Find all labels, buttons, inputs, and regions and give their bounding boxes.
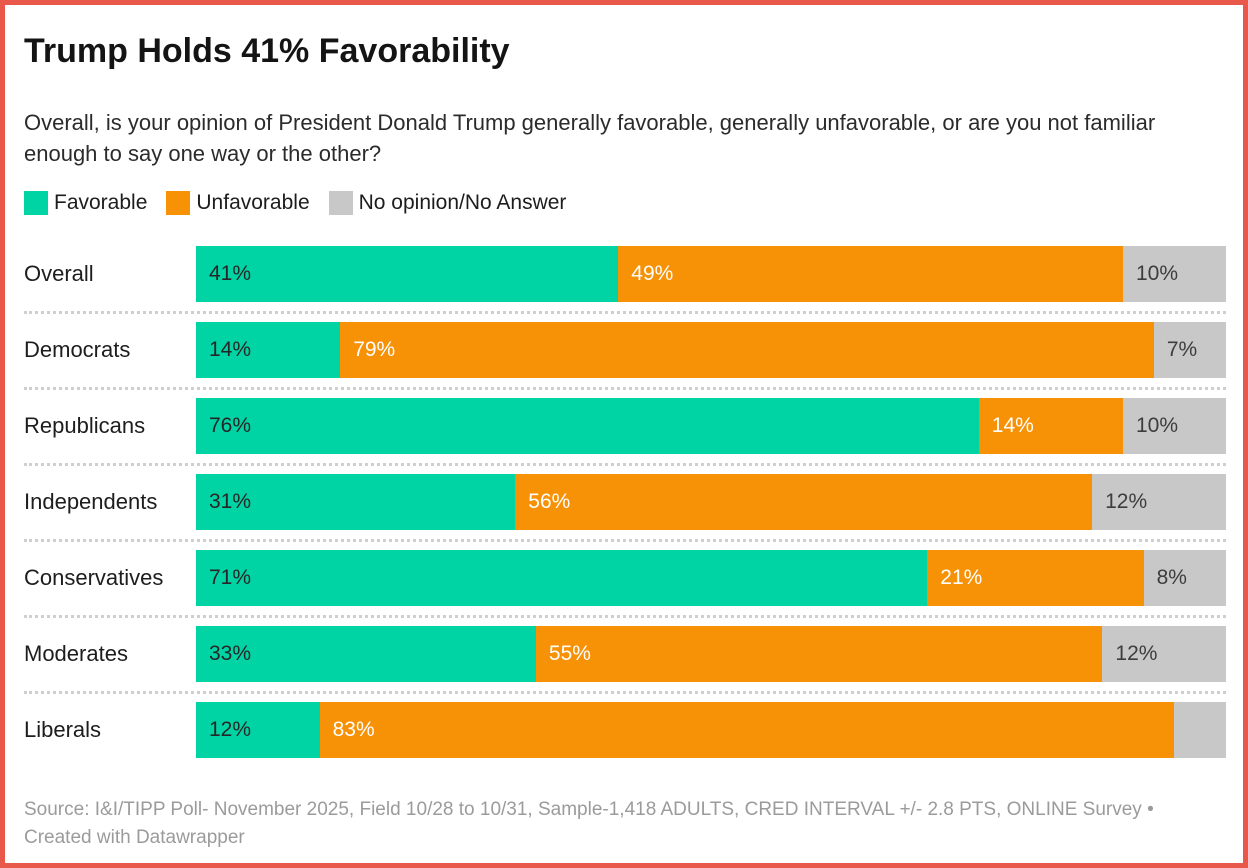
bar-segment-unfavorable[interactable]: 14%: [978, 398, 1123, 454]
legend-item-unfavorable: Unfavorable: [166, 191, 310, 215]
category-label: Republicans: [24, 413, 146, 438]
bar-segment-unfavorable[interactable]: 56%: [515, 474, 1093, 530]
legend-swatch-unfavorable: [166, 191, 191, 215]
row-separator: [24, 387, 1226, 390]
bar-segment-no-opinion-no-answer[interactable]: [1174, 702, 1226, 758]
legend-label: Unfavorable: [196, 191, 310, 214]
bar-value-label: 10%: [1135, 414, 1179, 437]
bar-value-label: 21%: [940, 566, 983, 589]
bar-segment-no-opinion-no-answer[interactable]: 12%: [1102, 626, 1226, 682]
bar-row: Independents 31% 56% 12%: [24, 474, 1226, 530]
bar-track: 33% 55% 12%: [196, 626, 1226, 682]
bar-segment-favorable[interactable]: 31%: [196, 474, 516, 530]
bar-value-label: 56%: [528, 490, 571, 513]
category-label: Conservatives: [24, 565, 164, 590]
bar-value-label: 76%: [209, 414, 252, 437]
bar-row: Liberals 12% 83%: [24, 702, 1226, 758]
bar-value-label: 10%: [1135, 262, 1179, 285]
bar-track: 41% 49% 10%: [196, 246, 1226, 302]
bar-segment-unfavorable[interactable]: 21%: [927, 550, 1144, 606]
bar-value-label: 49%: [631, 262, 674, 285]
bar-value-label: 14%: [991, 414, 1034, 437]
bar-segment-unfavorable[interactable]: 83%: [319, 702, 1175, 758]
bar-track: 71% 21% 8%: [196, 550, 1226, 606]
bar-track: 31% 56% 12%: [196, 474, 1226, 530]
bar-value-label: 8%: [1156, 566, 1187, 589]
bar-value-label: 14%: [209, 338, 252, 361]
bar-chart: Overall 41% 49% 10% Democrats 14% 79% 7% Republi…: [24, 246, 1226, 758]
bar-row: Overall 41% 49% 10%: [24, 246, 1226, 302]
bar-value-label: 7%: [1166, 338, 1198, 361]
legend-label: No opinion/No Answer: [358, 191, 567, 214]
bar-track: 14% 79% 7%: [196, 322, 1226, 378]
bar-segment-favorable[interactable]: 41%: [196, 246, 619, 302]
bar-value-label: 79%: [353, 338, 396, 361]
bar-segment-no-opinion-no-answer[interactable]: 10%: [1122, 246, 1226, 302]
bar-segment-unfavorable[interactable]: 49%: [618, 246, 1123, 302]
bar-segment-favorable[interactable]: 33%: [196, 626, 536, 682]
bar-value-label: 12%: [1105, 490, 1148, 513]
category-label: Moderates: [24, 641, 128, 666]
bar-row: Republicans 76% 14% 10%: [24, 398, 1226, 454]
row-separator: [24, 463, 1226, 466]
category-label: Overall: [24, 261, 94, 286]
bar-segment-no-opinion-no-answer[interactable]: 10%: [1122, 398, 1226, 454]
bar-track: 12% 83%: [196, 702, 1226, 758]
bar-segment-favorable[interactable]: 76%: [196, 398, 979, 454]
bar-value-label: 83%: [332, 718, 375, 741]
row-separator: [24, 615, 1226, 618]
bar-row: Moderates 33% 55% 12%: [24, 626, 1226, 682]
bar-value-label: 71%: [209, 566, 252, 589]
bar-value-label: 31%: [209, 490, 252, 513]
bar-segment-no-opinion-no-answer[interactable]: 7%: [1153, 322, 1226, 378]
legend-item-no-opinion: No opinion/No Answer: [328, 191, 567, 215]
row-separator: [24, 311, 1226, 314]
bar-value-label: 33%: [209, 642, 252, 665]
legend-item-favorable: Favorable: [24, 191, 147, 215]
bar-value-label: 41%: [209, 262, 252, 285]
bar-value-label: 12%: [209, 718, 252, 741]
legend: Favorable Unfavorable No opinion/No Answ…: [24, 191, 1226, 215]
bar-value-label: 12%: [1115, 642, 1158, 665]
legend-label: Favorable: [54, 191, 148, 214]
legend-swatch-favorable: [24, 191, 48, 215]
bar-segment-favorable[interactable]: 71%: [196, 550, 928, 606]
legend-swatch-no-opinion: [328, 191, 353, 215]
source-note: Source: I&I/TIPP Poll- November 2025, Fi…: [24, 799, 1154, 848]
bar-value-label: 55%: [548, 642, 591, 665]
row-separator: [24, 539, 1226, 542]
category-label: Democrats: [24, 337, 131, 362]
bar-segment-no-opinion-no-answer[interactable]: 12%: [1092, 474, 1226, 530]
category-label: Independents: [24, 489, 158, 514]
bar-segment-favorable[interactable]: 12%: [196, 702, 320, 758]
bar-segment-no-opinion-no-answer[interactable]: 8%: [1143, 550, 1226, 606]
bar-row: Democrats 14% 79% 7%: [24, 322, 1226, 378]
category-label: Liberals: [24, 717, 102, 742]
chart-subtitle: Overall, is your opinion of President Do…: [24, 110, 1156, 166]
chart-title: Trump Holds 41% Favorability: [24, 32, 510, 70]
bar-row: Conservatives 71% 21% 8%: [24, 550, 1226, 606]
bar-segment-favorable[interactable]: 14%: [196, 322, 341, 378]
bar-segment-unfavorable[interactable]: 79%: [340, 322, 1154, 378]
row-separator: [24, 691, 1226, 694]
bar-track: 76% 14% 10%: [196, 398, 1226, 454]
bar-segment-unfavorable[interactable]: 55%: [535, 626, 1103, 682]
